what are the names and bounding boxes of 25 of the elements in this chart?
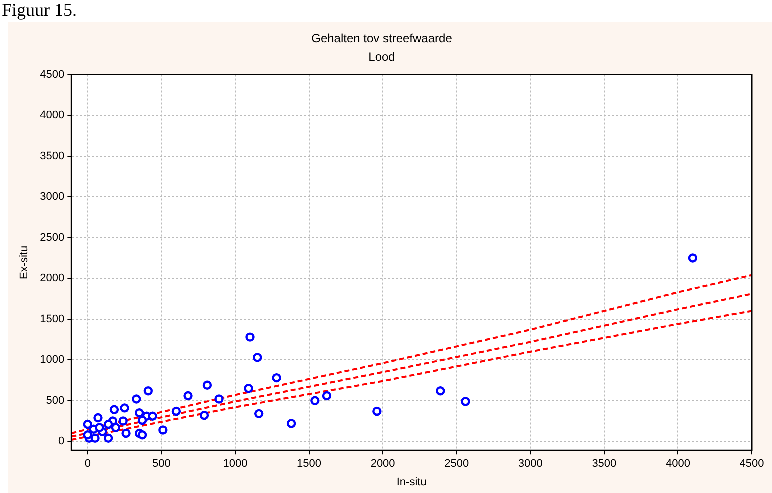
y-tick-label: 2000 — [40, 272, 65, 285]
y-tick-label: 3000 — [40, 191, 65, 204]
y-tick-label: 3500 — [40, 150, 65, 162]
y-tick-label: 4000 — [40, 110, 65, 122]
text: Figuur 15. — [2, 0, 78, 20]
x-tick-label: 500 — [152, 458, 171, 470]
chart-subtitle: Lood — [368, 50, 396, 64]
y-tick-label: 0 — [58, 436, 65, 448]
y-axis-title: Ex-situ — [18, 246, 31, 280]
x-tick-label: 1500 — [297, 458, 322, 470]
y-tick-label: 1000 — [40, 354, 65, 366]
x-axis-title: In-situ — [396, 476, 427, 488]
chart-title: Gehalten tov streefwaarde — [312, 32, 453, 46]
x-tick-label: 2500 — [444, 458, 470, 470]
x-tick-label: 0 — [84, 458, 91, 470]
y-tick-label: 1500 — [40, 313, 65, 326]
y-tick-label: 500 — [46, 394, 65, 407]
y-tick-label: 2500 — [40, 232, 65, 244]
x-tick-label: 2000 — [370, 458, 396, 470]
x-tick-label: 3500 — [592, 458, 617, 470]
x-tick-label: 3000 — [518, 458, 543, 470]
y-tick-label: 4500 — [40, 68, 65, 81]
x-tick-label: 1000 — [223, 458, 248, 470]
x-tick-label: 4500 — [740, 458, 764, 470]
x-tick-label: 4000 — [666, 458, 690, 470]
